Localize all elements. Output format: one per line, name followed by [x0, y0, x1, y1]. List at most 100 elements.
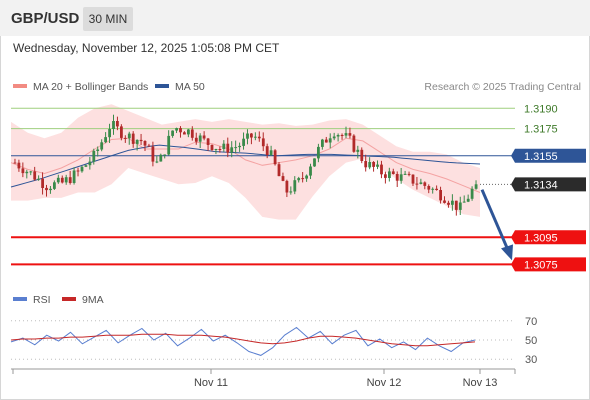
candle-body	[179, 128, 182, 133]
candle-body	[265, 146, 269, 155]
candle	[194, 132, 198, 145]
candle-body	[447, 202, 450, 205]
candle-body	[226, 143, 230, 153]
candle-body	[297, 178, 301, 181]
candle-body	[17, 162, 21, 169]
candle-body	[313, 158, 316, 167]
candle-body	[187, 129, 190, 135]
candle	[309, 163, 312, 180]
candle	[332, 132, 336, 141]
candle	[92, 148, 96, 165]
candle-body	[92, 150, 96, 162]
candle-body	[29, 171, 33, 173]
candle-body	[242, 138, 245, 146]
candle-body	[171, 130, 174, 136]
candle-body	[96, 149, 100, 151]
candle	[431, 187, 435, 194]
candle	[403, 170, 407, 175]
candle-body	[285, 180, 289, 193]
bollinger-bands	[10, 104, 481, 220]
candle	[33, 166, 37, 181]
candle	[131, 131, 135, 148]
candle-body	[364, 161, 368, 168]
candle	[206, 137, 210, 151]
candle-body	[37, 178, 40, 180]
candle	[84, 164, 88, 168]
level-label: 1.3095	[511, 230, 586, 245]
candle	[443, 196, 446, 204]
candle	[56, 174, 60, 184]
candle	[17, 159, 21, 172]
candle	[80, 165, 84, 173]
candle-body	[131, 133, 135, 144]
candle-body	[419, 182, 423, 184]
candle-body	[234, 147, 238, 149]
candle	[127, 131, 131, 145]
candle	[281, 172, 285, 182]
candle	[250, 133, 253, 145]
candle-body	[458, 202, 462, 210]
candle	[336, 133, 340, 142]
candle-body	[368, 162, 372, 168]
candle-body	[100, 142, 104, 150]
rsi-legend-swatch	[13, 297, 27, 301]
candle	[64, 174, 68, 185]
candle-body	[411, 174, 415, 184]
candle	[435, 185, 438, 191]
candle	[147, 143, 151, 147]
rsi-tick-label: 50	[525, 335, 537, 347]
candle-body	[344, 133, 348, 136]
research-credit: Research © 2025 Trading Central	[424, 81, 581, 93]
candle	[285, 179, 289, 198]
candle	[41, 172, 44, 195]
candle	[234, 140, 238, 154]
candle-body	[64, 177, 68, 183]
candle	[45, 184, 48, 197]
candle-body	[123, 137, 127, 139]
candle	[474, 180, 478, 190]
candle	[368, 157, 372, 170]
candle-body	[328, 138, 332, 143]
candle	[100, 139, 104, 152]
candle	[143, 140, 147, 152]
candle-body	[388, 171, 391, 178]
candle	[116, 116, 119, 131]
candle	[277, 162, 281, 177]
candle	[352, 134, 356, 153]
candle-body	[88, 161, 92, 166]
candle-body	[214, 149, 218, 150]
level-label-text: 1.3134	[524, 179, 558, 191]
candle-body	[72, 170, 76, 183]
candle-body	[451, 200, 454, 205]
candle	[120, 124, 123, 141]
candle-body	[49, 188, 52, 191]
timeframe-button[interactable]: 30 MIN	[83, 7, 133, 31]
candle	[68, 170, 72, 185]
projection-arrow-shaft	[480, 189, 511, 254]
candle-body	[163, 154, 167, 156]
candle-body	[202, 135, 206, 139]
candle-body	[155, 161, 159, 163]
candle-body	[332, 136, 336, 139]
candle-body	[356, 149, 360, 152]
candle	[297, 176, 301, 183]
projection-arrow-head	[501, 244, 513, 261]
candle	[214, 148, 218, 155]
level-label-text: 1.3175	[524, 124, 558, 136]
candle-body	[391, 171, 395, 174]
candle-body	[127, 133, 131, 139]
level-label-bg	[511, 177, 586, 192]
level-label-text: 1.3155	[524, 151, 558, 163]
candle	[376, 160, 379, 170]
time-axis-label: Nov 12	[367, 377, 402, 389]
level-label-bg	[511, 257, 586, 272]
candle	[317, 143, 320, 163]
candle-body	[277, 164, 281, 177]
candle	[76, 167, 80, 177]
rsi-tick-label: 30	[525, 354, 537, 366]
bollinger-band-fill	[11, 104, 480, 220]
candle	[395, 171, 399, 187]
candle	[313, 158, 316, 167]
candle	[399, 167, 403, 184]
candle-body	[21, 168, 25, 174]
